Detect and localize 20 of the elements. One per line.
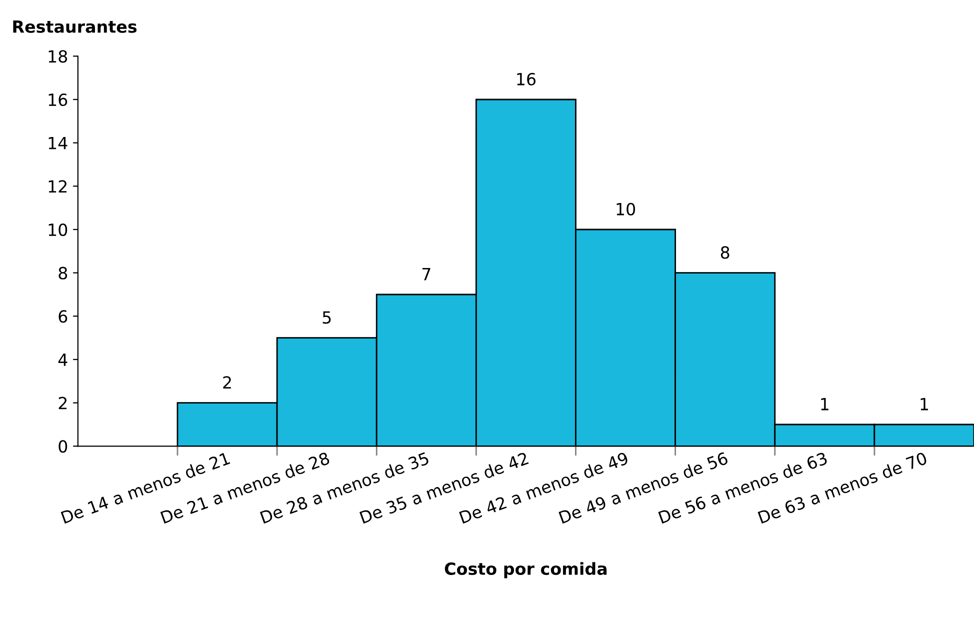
data-label: 1 [920,398,928,410]
data-label: 5 [322,311,331,324]
data-label: 16 [517,72,536,86]
data-label: 2 [223,376,231,389]
data-label: 1 [821,398,828,410]
x-axis-title: Costo por comida [444,562,607,578]
data-label: 10 [616,202,636,216]
data-label: 7 [422,268,430,280]
y-tick-label: 0 [58,440,68,453]
y-tick-label: 6 [58,310,68,323]
data-label: 8 [720,246,730,259]
y-tick-label: 14 [48,137,68,150]
y-tick-label: 4 [58,354,68,366]
y-tick-label: 8 [58,266,68,280]
y-tick-label: 18 [48,50,68,63]
y-tick-label: 2 [58,396,67,410]
y-tick-label: 16 [48,93,68,106]
y-tick-label: 12 [48,180,67,192]
y-axis-title: Restaurantes [13,20,137,33]
y-tick-label: 10 [48,223,68,236]
